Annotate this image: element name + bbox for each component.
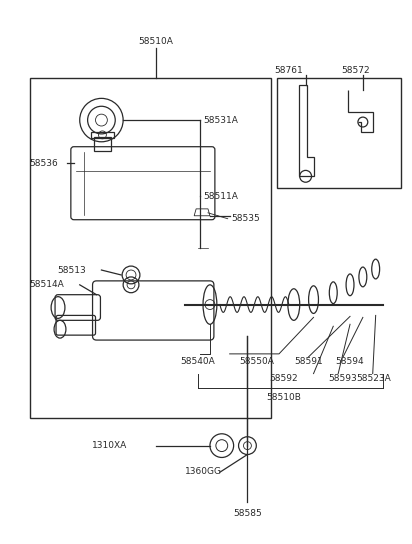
Text: 58510B: 58510B: [267, 393, 301, 403]
Text: 58594: 58594: [335, 357, 364, 366]
Text: 58531A: 58531A: [203, 115, 238, 125]
Text: 58585: 58585: [233, 509, 262, 518]
Text: 1360GG: 1360GG: [185, 467, 222, 477]
Text: 58513: 58513: [57, 265, 86, 275]
Text: 58523A: 58523A: [356, 374, 391, 382]
Text: 58514A: 58514A: [29, 280, 64, 289]
Bar: [94, 137, 111, 151]
Text: 58761: 58761: [274, 66, 303, 75]
Text: 58540A: 58540A: [180, 357, 215, 366]
Bar: [277, 78, 401, 188]
Text: 58593: 58593: [328, 374, 357, 382]
Text: 58591: 58591: [294, 357, 323, 366]
Text: 58550A: 58550A: [239, 357, 274, 366]
Bar: [91, 132, 114, 138]
Text: 58592: 58592: [269, 374, 298, 382]
Text: 58511A: 58511A: [203, 191, 238, 201]
Text: 1310XA: 1310XA: [91, 441, 127, 450]
Text: 58572: 58572: [342, 66, 370, 75]
Text: 58510A: 58510A: [138, 36, 173, 46]
Text: 58536: 58536: [29, 159, 58, 168]
Bar: [30, 78, 271, 418]
Text: 58535: 58535: [232, 214, 260, 223]
